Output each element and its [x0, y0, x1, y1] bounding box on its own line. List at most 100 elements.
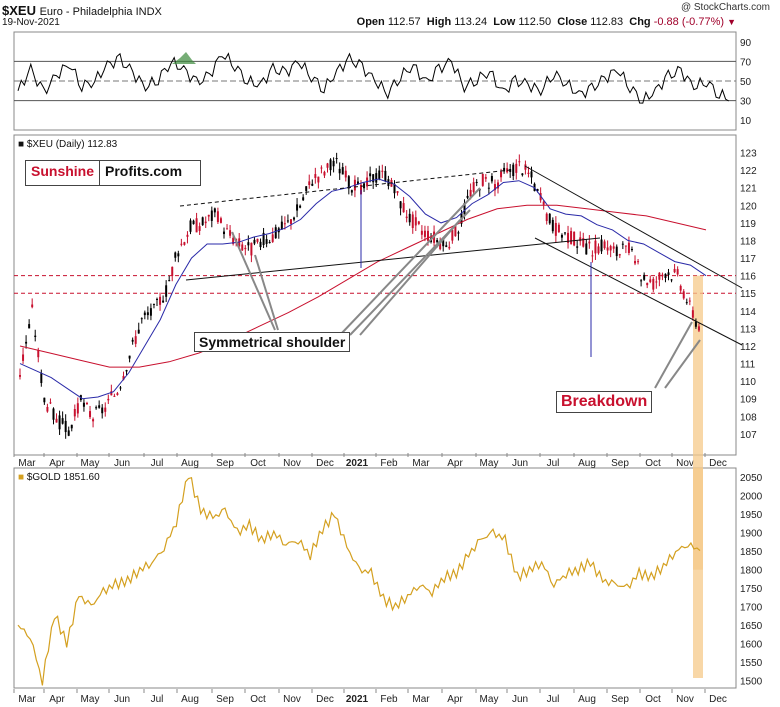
symbol: $XEU: [2, 3, 36, 18]
price-candle-body: [31, 304, 34, 308]
price-x-tick: Apr: [49, 458, 65, 469]
high-label: High: [426, 16, 452, 28]
price-candle-body: [615, 246, 618, 257]
price-candle-body: [128, 355, 131, 359]
gold-y-tick: 1500: [740, 677, 763, 688]
price-y-tick: 109: [740, 395, 757, 406]
price-candle-body: [655, 281, 658, 283]
price-candle-body: [369, 173, 372, 177]
price-candle-body: [28, 324, 31, 329]
gold-line: [17, 476, 701, 686]
price-candle-body: [283, 223, 286, 225]
price-candle-body: [302, 197, 305, 201]
price-y-tick: 115: [740, 289, 756, 300]
sunshine-profits-logo: Sunshine Profits.com: [25, 160, 201, 186]
price-candle-body: [216, 211, 219, 223]
price-candle-body: [323, 171, 326, 176]
trendline-neckline: [185, 237, 601, 281]
annotation-arrow: [664, 339, 701, 389]
gold-x-tick: Apr: [49, 694, 65, 705]
price-candle-body: [293, 217, 296, 220]
close-value: 112.83: [590, 16, 624, 28]
price-candle-body: [232, 237, 235, 244]
price-candle-body: [658, 272, 661, 280]
price-candle-body: [122, 375, 125, 380]
price-candle-body: [445, 245, 448, 248]
price-panel-label: ■ $XEU (Daily) 112.83: [18, 139, 118, 150]
price-x-tick: Dec: [316, 458, 334, 469]
panel-frame-gold: [13, 467, 737, 689]
gold-x-tick: Jul: [547, 694, 560, 705]
gold-x-tick: Apr: [447, 694, 463, 705]
price-candle-body: [262, 232, 265, 246]
price-candle-body: [542, 201, 545, 205]
price-candle-body: [250, 242, 253, 256]
price-candle-body: [679, 285, 682, 291]
rsi-y-tick: 90: [740, 38, 752, 49]
price-candle-body: [299, 205, 302, 208]
price-candle-body: [149, 308, 152, 316]
price-candle-body: [244, 247, 247, 250]
price-y-tick: 113: [740, 324, 756, 335]
gold-x-tick: Oct: [645, 694, 661, 705]
price-candle-body: [350, 190, 353, 193]
price-candle-body: [436, 240, 439, 243]
price-candle-body: [198, 226, 201, 231]
rsi-line: [17, 52, 730, 104]
price-candle-body: [34, 335, 37, 337]
annotation-arrow: [654, 321, 693, 389]
rsi-y-tick: 30: [740, 97, 752, 108]
price-candle-body: [332, 160, 335, 167]
price-candle-body: [131, 339, 134, 342]
price-candle-body: [454, 225, 457, 237]
price-candle-body: [229, 230, 232, 236]
price-candle-body: [347, 176, 350, 189]
price-candle-body: [570, 231, 573, 244]
gold-x-tick: Aug: [181, 694, 199, 705]
open-label: Open: [356, 16, 385, 28]
price-x-tick: Dec: [709, 458, 727, 469]
price-candle-body: [189, 220, 192, 232]
price-candle-body: [630, 248, 633, 251]
price-candle-body: [530, 171, 533, 178]
price-candle-body: [107, 398, 110, 401]
price-x-tick: 2021: [346, 458, 369, 469]
price-candle-body: [43, 397, 46, 403]
price-candle-body: [25, 341, 28, 344]
price-candle-body: [384, 170, 387, 182]
price-candle-body: [207, 214, 210, 217]
ma-long-line: [19, 204, 707, 368]
price-candle-body: [621, 243, 624, 245]
price-candle-body: [652, 278, 655, 290]
price-candle-body: [697, 326, 700, 331]
price-candle-body: [457, 232, 460, 234]
price-candle-body: [241, 244, 244, 251]
price-candle-body: [609, 246, 612, 251]
price-candle-body: [509, 169, 512, 172]
price-candle-body: [548, 213, 551, 224]
price-candle-body: [423, 230, 426, 237]
price-x-tick: Jun: [512, 458, 528, 469]
price-candle-body: [268, 242, 271, 244]
gold-x-tick: May: [81, 694, 100, 705]
gold-y-tick: 1950: [740, 510, 763, 521]
price-candle-body: [116, 393, 119, 395]
price-candle-body: [670, 279, 673, 281]
price-y-tick: 116: [740, 272, 756, 283]
price-candle-body: [500, 171, 503, 178]
price-candle-body: [222, 231, 225, 235]
price-y-tick: 121: [740, 184, 757, 195]
price-x-tick: Apr: [447, 458, 463, 469]
price-y-tick: 117: [740, 254, 756, 265]
price-y-tick: 107: [740, 430, 757, 441]
price-candle-body: [405, 216, 408, 219]
gold-x-tick: Jun: [512, 694, 528, 705]
price-x-tick: Sep: [216, 458, 234, 469]
price-candle-body: [146, 312, 149, 316]
gold-y-tick: 1600: [740, 640, 763, 651]
price-candle-body: [37, 350, 40, 358]
price-candle-body: [247, 242, 250, 246]
gold-x-tick: Dec: [709, 694, 727, 705]
price-candle-body: [694, 321, 697, 327]
